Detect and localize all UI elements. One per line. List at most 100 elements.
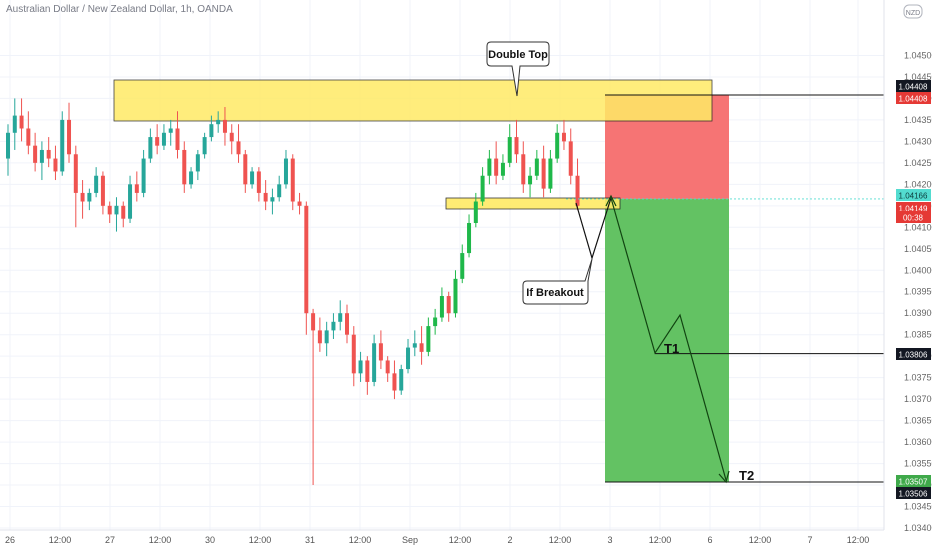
candle-body <box>426 326 431 352</box>
candle-body <box>521 154 526 185</box>
candle-body <box>467 222 472 254</box>
candle-body <box>189 171 194 185</box>
candle-body <box>575 175 580 206</box>
candle-body <box>94 175 99 193</box>
t2-label: T2 <box>739 468 754 483</box>
candle-body <box>270 197 275 202</box>
price-tag-stop <box>896 92 931 104</box>
price-tag-label: 00:38 <box>903 214 924 223</box>
candle-body <box>148 137 153 159</box>
price-tag-line <box>896 80 931 92</box>
candle-body <box>351 334 356 374</box>
candle-body <box>297 201 302 206</box>
take-profit-zone <box>605 198 729 483</box>
candle-body <box>385 360 390 374</box>
candle-body <box>304 205 309 314</box>
candle-body <box>439 296 444 318</box>
candle-body <box>541 158 546 189</box>
candle-body <box>399 369 404 391</box>
candle-body <box>141 158 146 193</box>
candle-body <box>507 137 512 163</box>
candle-body <box>311 313 316 331</box>
price-tag-label: 1.03507 <box>899 478 928 487</box>
y-tick-label: 1.03450 <box>904 502 932 512</box>
candle-body <box>250 171 255 185</box>
candle-body <box>446 296 451 314</box>
candle-body <box>494 158 499 176</box>
candle-body <box>80 192 85 202</box>
candle-body <box>561 132 566 142</box>
resistance-zone <box>113 79 713 122</box>
candle-body <box>100 175 105 206</box>
candle-body <box>60 119 65 172</box>
candle-body <box>6 132 10 159</box>
path-arrowhead-up <box>605 194 617 207</box>
currency-badge-label: NZD <box>906 10 920 17</box>
y-tick-label: 1.04000 <box>904 265 932 275</box>
candle-body <box>460 253 465 279</box>
y-tick-label: 1.03700 <box>904 394 932 404</box>
candle-body <box>277 184 282 198</box>
x-tick-label: 12:00 <box>249 535 272 545</box>
candle-body <box>12 115 17 133</box>
breakout-label: If Breakout <box>526 287 584 299</box>
price-tag-label: 1.04408 <box>899 83 928 92</box>
price-tag-label: 1.04408 <box>899 95 928 104</box>
candle-body <box>568 141 573 176</box>
candle-body <box>406 347 411 370</box>
price-tag-label: 1.04149 <box>899 205 928 214</box>
candle-body <box>26 128 31 146</box>
candle-body <box>514 137 519 155</box>
x-tick-label: 12:00 <box>149 535 172 545</box>
y-tick-label: 1.03650 <box>904 416 932 426</box>
candle-body <box>128 184 133 219</box>
candle-body <box>324 330 329 344</box>
x-tick-label: 12:00 <box>449 535 472 545</box>
y-tick-label: 1.04300 <box>904 136 932 146</box>
candle-body <box>39 149 44 163</box>
y-tick-label: 1.03400 <box>904 523 932 533</box>
candle-body <box>175 128 180 150</box>
t1-label: T1 <box>664 341 679 356</box>
x-tick-label: Sep <box>402 535 418 545</box>
candle-body <box>19 115 24 129</box>
y-tick-label: 1.03850 <box>904 330 932 340</box>
path-arrowhead-down <box>718 470 730 484</box>
y-tick-label: 1.04100 <box>904 222 932 232</box>
target-path <box>610 197 727 481</box>
price-tag-line <box>896 487 931 499</box>
x-tick-label: 31 <box>305 535 315 545</box>
candle-body <box>392 373 397 391</box>
candle-body <box>473 201 478 223</box>
candle-body <box>202 137 207 155</box>
candle-body <box>195 154 200 172</box>
y-tick-label: 1.04250 <box>904 158 932 168</box>
currency-badge <box>903 4 923 19</box>
x-tick-label: 7 <box>807 535 812 545</box>
candle-body <box>216 119 221 125</box>
x-tick-label: 12:00 <box>649 535 672 545</box>
candle-body <box>209 124 214 138</box>
y-tick-label: 1.03900 <box>904 308 932 318</box>
candle-body <box>555 132 560 159</box>
x-tick-label: 12:00 <box>549 535 572 545</box>
x-tick-label: 30 <box>205 535 215 545</box>
candle-body <box>500 162 505 176</box>
candle-body <box>487 158 492 176</box>
y-tick-label: 1.04050 <box>904 244 932 254</box>
candle-body <box>534 158 539 176</box>
double-top-callout-box <box>486 41 550 97</box>
candle-body <box>182 149 187 185</box>
y-tick-label: 1.03950 <box>904 287 932 297</box>
candle-body <box>107 205 112 215</box>
x-tick-label: 12:00 <box>749 535 772 545</box>
price-tag-countdown <box>896 211 931 223</box>
x-tick-label: 12:00 <box>847 535 870 545</box>
candle-body <box>433 317 438 327</box>
x-tick-label: 12:00 <box>49 535 72 545</box>
candle-body <box>168 128 173 133</box>
candle-body <box>358 360 363 374</box>
candle-body <box>256 171 261 193</box>
